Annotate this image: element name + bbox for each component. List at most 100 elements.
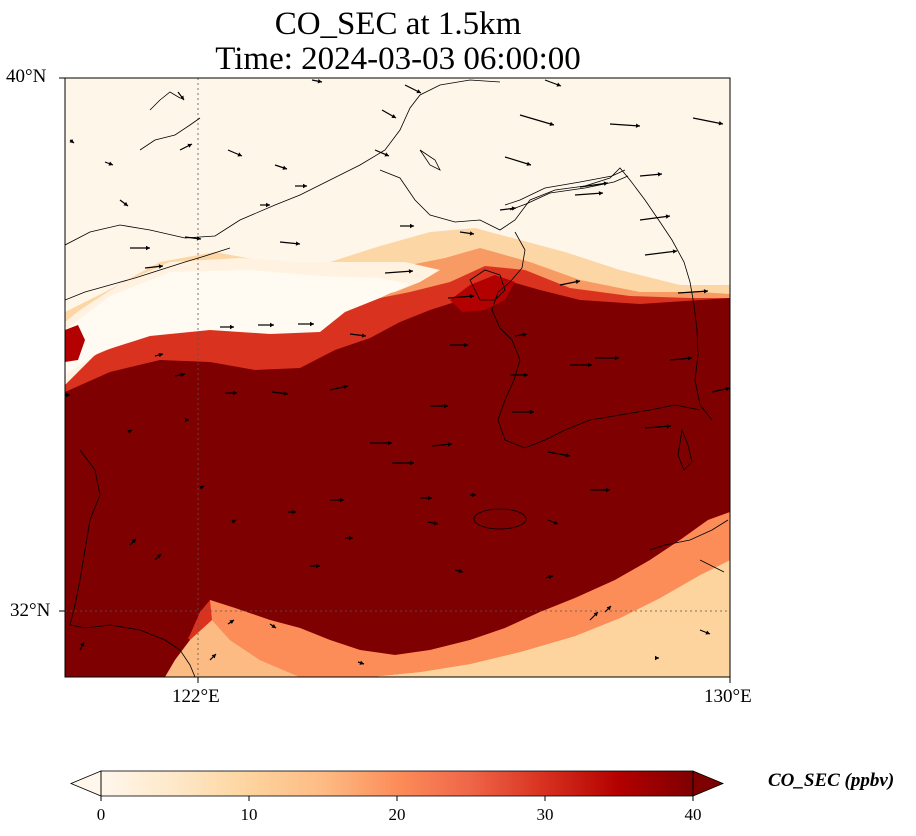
wind-arrow-head: [556, 82, 561, 87]
wind-arrow-head: [665, 214, 670, 219]
wind-arrow-head: [199, 485, 204, 490]
wind-arrow-head: [458, 568, 463, 574]
wind-arrow-head: [472, 492, 476, 498]
coastlines: [65, 79, 729, 677]
wind-arrow: [447, 295, 475, 299]
wind-arrow-head: [230, 324, 234, 330]
lon-tick-130e: 130°E: [704, 686, 752, 707]
wind-arrow-head: [359, 660, 364, 665]
co-low-tongue-core: [65, 270, 410, 375]
colorbar: [69, 770, 725, 801]
wind-arrow-head: [433, 521, 438, 526]
wind-arrow-head: [343, 384, 348, 390]
wind-arrow: [574, 192, 604, 196]
wind-arrow-head: [156, 554, 161, 559]
wind-arrow-head: [211, 654, 216, 659]
wind-arrow: [644, 425, 672, 429]
wind-arrow-head: [283, 391, 288, 396]
wind-arrow: [579, 182, 609, 188]
colorbar-tick-30: 30: [536, 805, 554, 824]
map-time: Time: 2024-03-03 06:00:00: [215, 41, 581, 77]
wind-arrow-head: [237, 152, 242, 157]
wind-arrow-head: [598, 191, 603, 196]
wind-arrow-head: [428, 495, 432, 501]
wind-arrow-head: [282, 165, 287, 170]
wind-arrow-head: [657, 172, 662, 177]
colorbar-tick-40: 40: [684, 805, 702, 824]
wind-arrow-head: [158, 352, 163, 358]
wind-arrow-head: [526, 161, 531, 166]
wind-arrow-head: [606, 606, 611, 611]
wind-arrow-head: [718, 121, 723, 126]
wind-arrow: [519, 114, 555, 126]
wind-arrow-head: [548, 574, 553, 580]
wind-arrow-head: [410, 460, 414, 466]
wind-arrow-head: [185, 417, 189, 423]
wind-arrow: [609, 123, 641, 127]
wind-arrow-head: [635, 123, 640, 128]
wind-arrow-head: [229, 620, 234, 625]
wind-arrow-head: [303, 183, 307, 189]
wind-arrow-head: [522, 332, 527, 337]
wind-arrow-head: [316, 563, 320, 569]
wind-arrow: [644, 250, 678, 256]
co-max-region: [65, 280, 730, 677]
wind-arrow-head: [444, 403, 448, 409]
wind-arrow-head: [408, 269, 413, 274]
wind-arrow: [504, 156, 532, 166]
colorbar-max-extension: [692, 770, 725, 797]
wind-arrow-head: [270, 322, 274, 328]
wind-arrow: [384, 270, 414, 274]
wind-arrow-head: [108, 161, 113, 166]
wind-arrow-head: [469, 231, 474, 236]
map-panel: [65, 78, 730, 677]
wind-arrow-head: [361, 333, 366, 338]
wind-arrow-head: [295, 241, 300, 246]
wind-arrow-head: [511, 206, 516, 211]
wind-arrow-head: [340, 497, 344, 503]
wind-arrow-head: [292, 509, 296, 515]
wind-arrow-head: [464, 342, 468, 348]
map-frame: [64, 77, 731, 678]
wind-arrow-head: [615, 355, 619, 361]
lat-tick-32n: 32°N: [10, 600, 51, 621]
wind-arrow-head: [524, 372, 528, 378]
co-patch-west: [65, 325, 85, 362]
wind-arrow: [639, 215, 671, 221]
co-south-light: [370, 560, 730, 677]
wind-arrow-head: [158, 264, 163, 269]
wind-arrow-head: [233, 390, 237, 396]
wind-arrow-head: [530, 409, 534, 415]
wind-arrow-head: [131, 539, 136, 544]
colorbar-tick-10: 10: [240, 805, 258, 824]
wind-arrow-head: [180, 372, 185, 377]
wind-arrow-head: [410, 223, 414, 229]
co-southwest-light: [165, 620, 300, 677]
wind-arrow-head: [384, 152, 389, 157]
wind-arrow-head: [725, 386, 730, 392]
map-title: CO_SEC at 1.5km: [274, 6, 522, 42]
colorbar-label: CO_SEC (ppbv): [768, 770, 895, 791]
wind-arrow-head: [687, 356, 692, 361]
wind-arrow-head: [469, 294, 474, 299]
lat-tick-40n: 40°N: [6, 66, 47, 87]
wind-arrow-head: [388, 440, 392, 446]
wind-arrow-head: [231, 519, 236, 524]
wind-arrow-head: [391, 114, 396, 118]
wind-arrow-head: [317, 79, 322, 84]
wind-arrow-head: [549, 121, 554, 126]
wind-arrow-head: [553, 520, 558, 525]
wind-arrow-head: [271, 623, 276, 628]
wind-arrow: [692, 117, 724, 125]
wind-arrow-head: [80, 642, 85, 647]
wind-arrow-head: [179, 95, 184, 100]
wind-arrow-head: [69, 138, 74, 143]
wind-arrow-head: [603, 181, 608, 186]
co-patch-bohai: [450, 275, 515, 312]
wind-arrow-head: [655, 655, 659, 661]
wind-arrow: [677, 290, 709, 294]
wind-arrow-head: [565, 453, 570, 458]
wind-arrow-head: [146, 245, 150, 251]
wind-arrow-head: [123, 201, 128, 206]
